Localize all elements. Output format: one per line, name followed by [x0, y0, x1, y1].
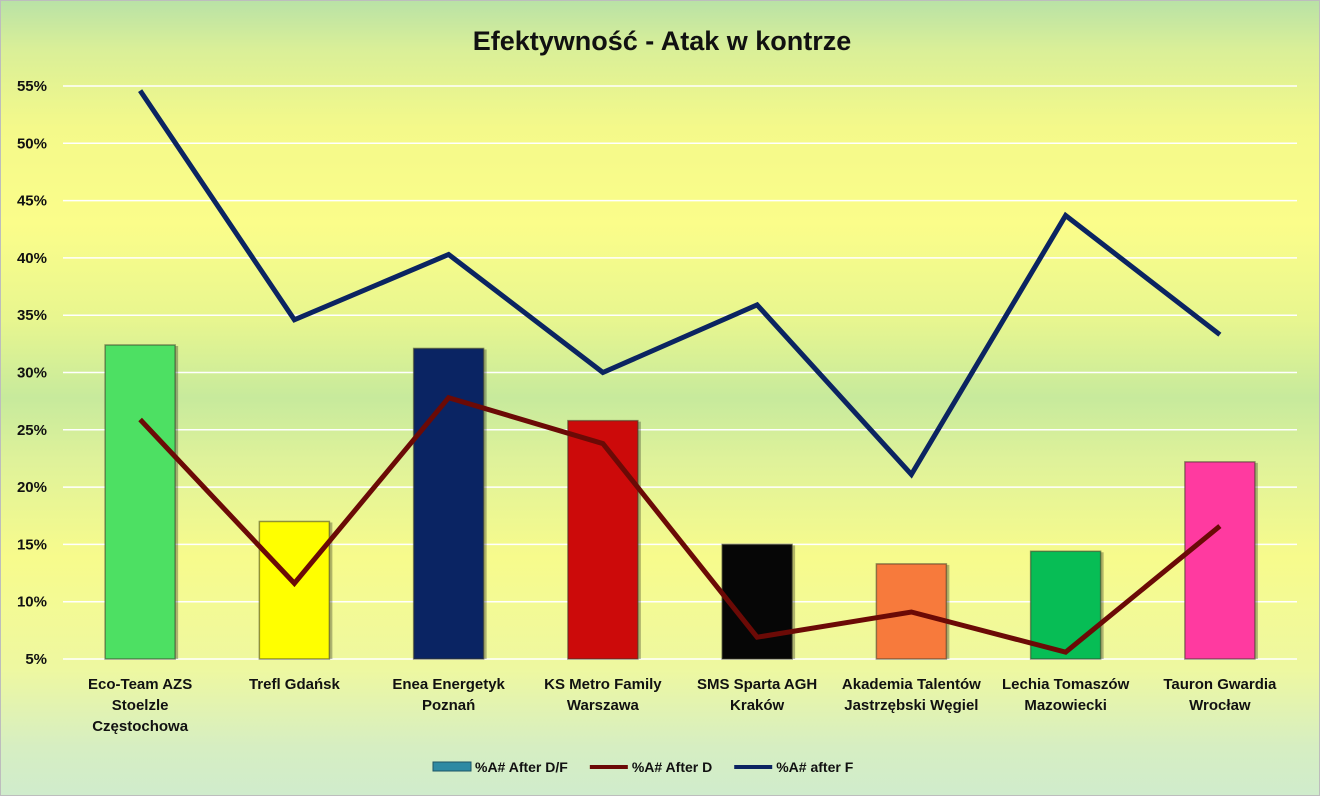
y-tick-label: 20% [17, 479, 47, 496]
y-tick-label: 15% [17, 536, 47, 553]
series-line [138, 89, 1222, 479]
x-tick-label: Warszawa [567, 697, 640, 714]
y-axis-ticks: 5% 10% 15% 20% 25% 30% 35% 40% 45% 50% 55% [17, 78, 47, 668]
y-tick-label: 55% [17, 78, 47, 95]
bar [104, 344, 176, 660]
y-tick-label: 30% [17, 365, 47, 382]
y-tick-label: 45% [17, 193, 47, 210]
legend-label: %A# After D/F [475, 759, 568, 775]
legend-label: %A# after F [776, 759, 853, 775]
lines [138, 89, 1222, 655]
bars [104, 344, 1258, 660]
legend-swatch-bar [432, 761, 472, 772]
bar [258, 520, 331, 660]
bar [412, 347, 485, 660]
bar [1029, 550, 1102, 660]
x-tick-label: Tauron Gwardia [1163, 676, 1277, 693]
legend: %A# After D/F %A# After D %A# after F [432, 759, 854, 775]
x-tick-label: Kraków [730, 697, 785, 714]
bar [567, 419, 639, 660]
x-tick-label: KS Metro Family [544, 676, 662, 693]
x-tick-label: Poznań [422, 697, 475, 714]
x-tick-label: Jastrzębski Węgiel [844, 697, 978, 714]
x-tick-label: Trefl Gdańsk [249, 676, 341, 693]
x-tick-label: Stoelzle [112, 697, 169, 714]
y-tick-label: 10% [17, 594, 47, 611]
y-tick-label: 25% [17, 422, 47, 439]
series-line [138, 394, 1222, 655]
y-tick-label: 5% [25, 651, 47, 668]
bar [1184, 461, 1256, 660]
x-tick-label: SMS Sparta AGH [697, 676, 817, 693]
legend-label: %A# After D [632, 759, 712, 775]
x-tick-label: Lechia Tomaszów [1002, 676, 1130, 693]
x-tick-label: Częstochowa [92, 718, 189, 735]
y-tick-label: 35% [17, 307, 47, 324]
x-tick-label: Enea Energetyk [392, 676, 505, 693]
bar [721, 543, 793, 660]
x-axis-labels: Eco-Team AZS Stoelzle Częstochowa Trefl Gda… [88, 676, 1277, 735]
chart-title: Efektywność - Atak w kontrze [473, 26, 852, 56]
x-tick-label: Mazowiecki [1024, 697, 1107, 714]
x-tick-label: Eco-Team AZS [88, 676, 192, 693]
x-tick-label: Akademia Talentów [842, 676, 981, 693]
y-tick-label: 40% [17, 250, 47, 267]
gridlines [63, 85, 1297, 660]
y-tick-label: 50% [17, 135, 47, 152]
x-tick-label: Wrocław [1189, 697, 1251, 714]
